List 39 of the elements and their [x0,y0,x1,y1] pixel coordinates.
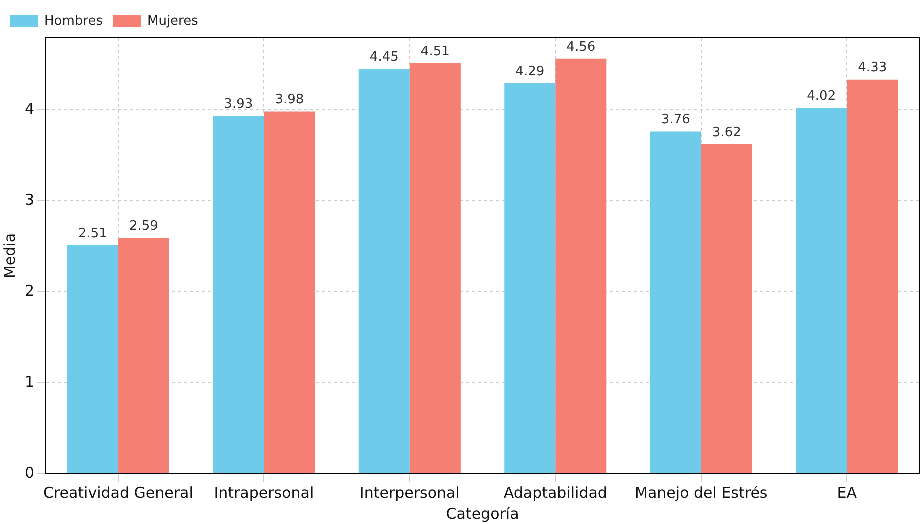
bar [264,112,316,474]
x-tick-label: EA [837,484,858,502]
y-tick-label: 1 [24,372,35,391]
y-tick-label: 3 [24,190,35,209]
bar [650,132,702,474]
data-label: 2.59 [129,219,158,234]
legend-label: Hombres [44,14,104,29]
bar [213,116,264,474]
bar [504,84,556,474]
x-tick-label: Creatividad General [43,484,194,502]
y-tick-label: 4 [24,100,35,118]
data-label: 4.33 [858,60,888,76]
y-tick-label: 0 [24,464,35,482]
data-label: 4.56 [566,40,596,55]
x-tick-label: Adaptabilidad [504,484,608,502]
data-label: 4.45 [370,50,399,65]
bar [358,68,410,474]
data-label: 3.62 [712,125,742,140]
data-label: 4.02 [807,88,836,104]
x-tick-label: Interpersonal [360,484,460,502]
data-label: 3.98 [275,92,304,108]
x-axis-title: Categoría [446,504,520,523]
bar [556,58,607,474]
bar [701,144,752,474]
legend-label: Mujeres [147,14,199,29]
data-label: 3.76 [661,112,690,128]
y-axis-title: Media [0,233,19,279]
bar [796,108,848,474]
data-label: 4.29 [516,64,545,80]
bar [847,80,898,474]
data-label: 2.51 [78,226,108,242]
bar [118,238,170,474]
y-tick-label: 2 [24,282,35,300]
x-tick-label: Intrapersonal [214,484,314,502]
data-label: 4.51 [420,44,450,60]
bar [67,246,118,474]
x-tick-label: Manejo del Estrés [635,484,768,502]
data-label: 3.93 [224,97,254,112]
bar [410,63,461,474]
